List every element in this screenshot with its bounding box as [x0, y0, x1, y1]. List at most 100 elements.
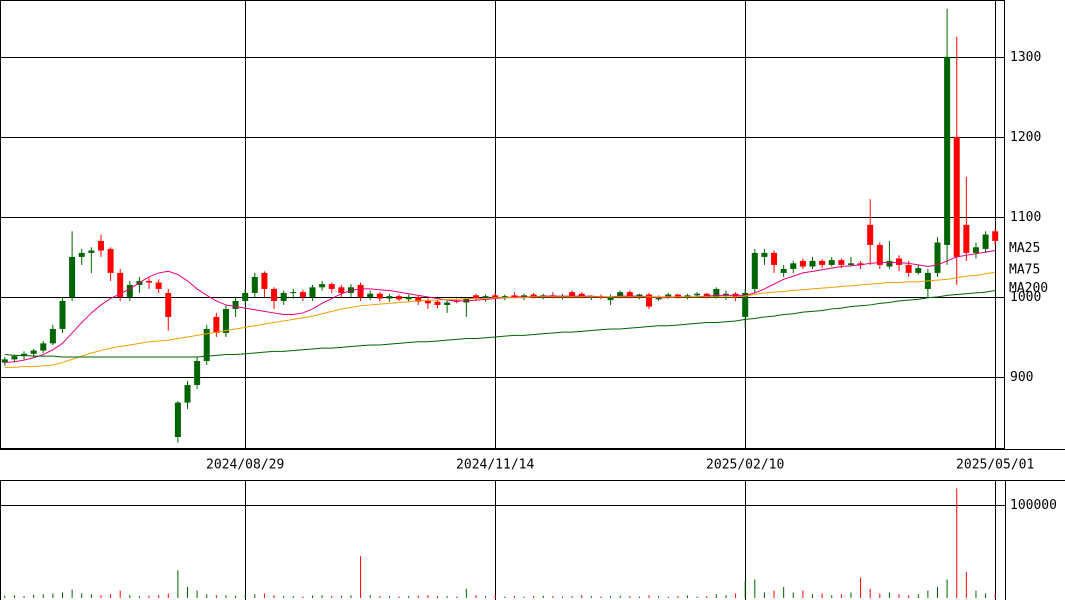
candle-body	[203, 328, 210, 361]
candle-body	[742, 292, 749, 317]
candle-body	[424, 300, 431, 304]
candle-body	[646, 294, 653, 307]
candle-body	[828, 260, 835, 265]
candle-body	[367, 293, 374, 297]
y-tick-label: 1200	[1010, 130, 1041, 145]
candle-body	[751, 252, 758, 289]
candle-body	[117, 272, 124, 297]
ma-line	[4, 271, 996, 368]
candle-body	[886, 260, 893, 267]
candle-body	[59, 300, 66, 329]
candle-body	[357, 284, 364, 297]
candle-body	[444, 302, 451, 305]
candle-body	[174, 402, 181, 437]
candle-body	[78, 252, 85, 257]
candle-body	[251, 276, 258, 293]
candle-body	[578, 293, 585, 297]
candle-body	[194, 360, 201, 385]
candle-body	[184, 384, 191, 403]
candle-body	[674, 294, 681, 297]
candle-body	[819, 260, 826, 265]
x-tick-label: 2024/08/29	[206, 458, 284, 473]
candle-body	[799, 260, 806, 267]
candle-body	[146, 280, 153, 283]
candle-body	[617, 292, 624, 297]
candle-body	[665, 294, 672, 297]
candle-body	[213, 316, 220, 333]
candle-body	[896, 258, 903, 265]
candle-body	[232, 300, 239, 309]
candle-body	[722, 293, 729, 296]
candle-body	[713, 288, 720, 297]
candle-body	[338, 287, 345, 293]
candle-body	[434, 301, 441, 305]
candle-body	[49, 328, 56, 344]
candle-body	[396, 296, 403, 300]
candle-body	[155, 282, 162, 289]
candle-body	[867, 224, 874, 245]
candle-body	[88, 250, 95, 253]
candle-body	[521, 295, 528, 297]
candle-body	[261, 272, 268, 289]
candle-body	[69, 256, 76, 297]
candle-body	[40, 343, 47, 351]
candle-body	[328, 284, 335, 289]
candle-body	[290, 292, 297, 294]
price-frame	[0, 0, 1005, 449]
candle-body	[415, 296, 422, 302]
x-tick-label: 2024/11/14	[456, 458, 534, 473]
candle-body	[482, 296, 489, 299]
candle-body	[790, 263, 797, 269]
candle-body	[30, 350, 37, 354]
candle-body	[915, 268, 922, 273]
candle-body	[626, 292, 633, 297]
candle-body	[780, 268, 787, 273]
candle-body	[694, 293, 701, 296]
candle-body	[501, 296, 508, 298]
candle-body	[972, 247, 979, 253]
y-tick-label: 1300	[1010, 50, 1041, 65]
candle-body	[761, 252, 768, 257]
candle-body	[607, 296, 614, 301]
candle-body	[703, 293, 710, 297]
candle-body	[838, 260, 845, 265]
candle-body	[809, 260, 816, 267]
candle-body	[847, 263, 854, 265]
candle-body	[684, 295, 691, 297]
candle-body	[242, 292, 249, 301]
candle-body	[472, 295, 479, 299]
candle-body	[1, 359, 8, 363]
x-tick-label: 2025/02/10	[706, 458, 784, 473]
candle-body	[530, 294, 537, 297]
candle-body	[944, 56, 951, 245]
candle-body	[405, 296, 412, 300]
legend-label: MA75	[1009, 263, 1040, 278]
y-tick-label: 1100	[1010, 210, 1041, 225]
candle-body	[963, 224, 970, 253]
candle-body	[953, 136, 960, 257]
candle-body	[97, 240, 104, 251]
candle-body	[107, 248, 114, 273]
candle-body	[905, 264, 912, 273]
legend-label: MA25	[1009, 241, 1040, 256]
candle-body	[857, 263, 864, 265]
candle-body	[11, 356, 18, 360]
candle-body	[934, 242, 941, 273]
ma-line	[4, 250, 996, 364]
candle-body	[280, 292, 287, 301]
candle-body	[165, 292, 172, 317]
y-tick-label: 1000	[1010, 290, 1041, 305]
candle-body	[982, 234, 989, 249]
candle-body	[126, 284, 133, 297]
candle-body	[492, 295, 499, 298]
candle-body	[386, 296, 393, 299]
candle-body	[569, 292, 576, 297]
candle-body	[222, 308, 229, 333]
candle-body	[309, 287, 316, 297]
candle-body	[511, 295, 518, 297]
ma-line	[4, 290, 996, 358]
x-tick-label: 2025/05/01	[956, 458, 1034, 473]
y-tick-label: 900	[1010, 370, 1033, 385]
